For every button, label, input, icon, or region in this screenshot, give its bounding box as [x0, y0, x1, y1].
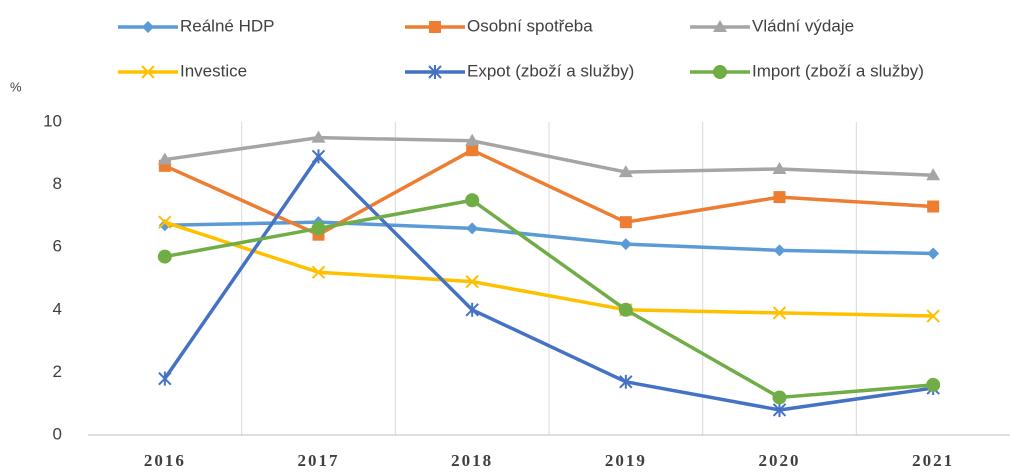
- point-marker: [465, 274, 479, 289]
- y-tick-label: 10: [43, 111, 62, 130]
- series-line: [164, 135, 934, 177]
- legend-marker: [428, 65, 442, 79]
- point-marker: [772, 402, 787, 417]
- point-marker: [773, 191, 786, 204]
- series-line: [164, 220, 934, 318]
- point-marker: [619, 216, 632, 229]
- point-marker: [926, 309, 940, 323]
- legend-marker: [713, 65, 727, 79]
- y-unit-label: %: [10, 79, 22, 94]
- point-marker: [158, 371, 172, 386]
- series-line: [163, 154, 934, 412]
- legend-label: Osobní spotřeba: [467, 16, 593, 35]
- x-tick-label: 2018: [451, 451, 493, 470]
- point-marker: [465, 193, 480, 208]
- point-marker: [311, 221, 326, 236]
- y-tick-label: 4: [53, 299, 62, 318]
- point-marker: [927, 200, 940, 213]
- point-marker: [465, 133, 480, 146]
- x-tick-label: 2020: [759, 451, 801, 470]
- point-marker: [157, 249, 172, 264]
- point-marker: [619, 374, 633, 389]
- y-tick-label: 0: [53, 424, 62, 443]
- point-marker: [311, 149, 326, 164]
- series-line: [164, 148, 934, 237]
- x-tick-label: 2021: [912, 451, 954, 470]
- legend-marker: [142, 21, 154, 33]
- point-marker: [311, 130, 326, 143]
- legend-marker: [141, 65, 155, 79]
- point-marker: [618, 165, 633, 178]
- legend-label: Expot (zboží a služby): [467, 61, 634, 80]
- point-marker: [157, 152, 172, 165]
- x-tick-label: 2016: [144, 451, 186, 470]
- point-marker: [465, 302, 479, 317]
- legend-label: Investice: [180, 61, 247, 80]
- legend-label: Vládní výdaje: [752, 16, 854, 35]
- legend-marker: [429, 21, 441, 33]
- point-marker: [772, 161, 787, 174]
- x-tick-label: 2017: [298, 451, 340, 470]
- point-marker: [618, 302, 633, 317]
- point-marker: [619, 238, 632, 251]
- point-marker: [772, 306, 787, 320]
- point-marker: [773, 244, 786, 257]
- point-marker: [927, 247, 940, 260]
- legend-label: Reálné HDP: [180, 16, 275, 35]
- point-marker: [926, 377, 941, 392]
- y-tick-label: 2: [53, 362, 62, 381]
- legend-marker: [713, 20, 727, 32]
- point-marker: [926, 168, 941, 181]
- x-tick-label: 2019: [605, 451, 647, 470]
- y-tick-label: 8: [53, 174, 62, 193]
- y-tick-label: 6: [53, 237, 62, 256]
- point-marker: [466, 222, 479, 235]
- point-marker: [311, 265, 326, 279]
- legend-label: Import (zboží a služby): [752, 61, 924, 80]
- point-marker: [466, 144, 479, 157]
- point-marker: [772, 390, 787, 405]
- series-line: [164, 198, 934, 400]
- point-marker: [158, 215, 172, 229]
